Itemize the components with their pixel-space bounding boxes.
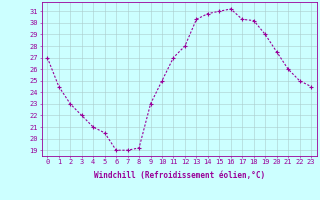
X-axis label: Windchill (Refroidissement éolien,°C): Windchill (Refroidissement éolien,°C) xyxy=(94,171,265,180)
